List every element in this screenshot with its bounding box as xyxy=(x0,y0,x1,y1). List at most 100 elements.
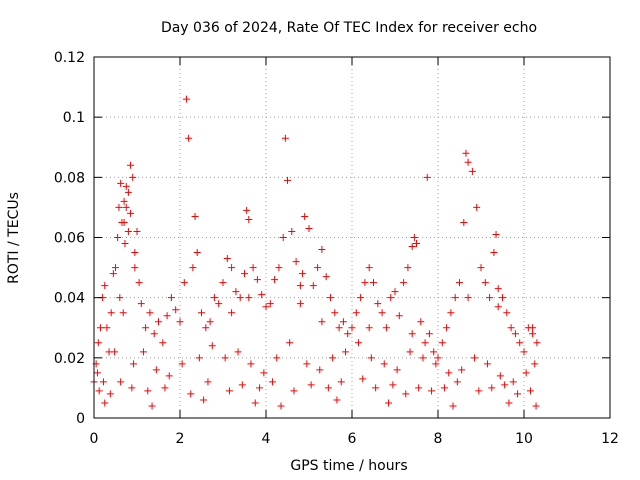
data-point xyxy=(148,402,156,410)
data-point xyxy=(331,309,339,317)
data-point xyxy=(408,243,416,251)
data-point xyxy=(146,309,154,317)
data-point xyxy=(477,264,485,272)
data-point xyxy=(492,230,500,238)
data-point xyxy=(361,279,369,287)
data-point xyxy=(333,396,341,404)
data-point xyxy=(391,288,399,296)
data-point xyxy=(443,324,451,332)
data-point xyxy=(410,234,418,241)
data-point xyxy=(370,279,377,287)
data-point xyxy=(131,249,139,257)
data-point xyxy=(159,339,167,347)
data-point xyxy=(367,354,375,362)
data-point xyxy=(180,279,188,287)
data-point xyxy=(475,387,483,395)
data-point xyxy=(122,182,130,190)
data-point xyxy=(301,212,309,220)
data-point xyxy=(533,339,541,347)
data-point xyxy=(378,309,386,317)
data-point xyxy=(421,339,429,347)
data-point xyxy=(509,378,517,386)
data-point xyxy=(281,134,289,142)
data-point xyxy=(94,339,102,347)
data-point xyxy=(423,173,431,181)
data-point xyxy=(139,348,147,356)
data-point xyxy=(286,339,294,347)
data-point xyxy=(471,354,479,362)
data-point xyxy=(447,309,455,317)
data-point xyxy=(112,264,119,272)
data-point xyxy=(318,246,326,254)
data-point xyxy=(453,378,461,386)
data-point xyxy=(200,396,208,404)
y-tick-label: 0 xyxy=(76,411,85,427)
data-point xyxy=(318,318,326,326)
data-point xyxy=(189,264,197,272)
data-point xyxy=(344,330,352,338)
data-point xyxy=(514,390,522,398)
data-point xyxy=(129,173,137,181)
data-point xyxy=(245,215,253,223)
data-point xyxy=(365,324,373,332)
data-point xyxy=(178,360,186,368)
data-point xyxy=(451,294,459,302)
x-tick-label: 12 xyxy=(601,431,619,447)
data-point xyxy=(172,306,180,314)
data-point xyxy=(271,276,279,284)
data-point xyxy=(490,249,498,257)
data-point xyxy=(176,318,184,326)
data-point xyxy=(316,366,324,374)
data-point xyxy=(155,318,162,326)
x-tick-label: 8 xyxy=(434,431,443,447)
data-point xyxy=(339,318,347,326)
x-axis-label: GPS time / hours xyxy=(290,458,407,474)
data-point xyxy=(99,378,107,386)
data-point xyxy=(111,348,119,356)
data-point xyxy=(327,294,334,302)
data-point xyxy=(262,303,270,311)
data-point xyxy=(133,227,141,235)
data-point xyxy=(247,360,255,368)
data-point xyxy=(221,354,229,362)
data-point xyxy=(96,324,104,332)
data-point xyxy=(415,384,423,392)
data-point xyxy=(532,402,540,410)
data-point xyxy=(127,161,135,169)
data-point xyxy=(116,294,124,302)
data-point xyxy=(273,354,281,362)
data-point xyxy=(182,95,190,103)
data-point xyxy=(496,372,504,380)
data-point xyxy=(101,282,109,290)
y-tick-label: 0.12 xyxy=(54,50,85,66)
x-tick-label: 10 xyxy=(515,431,533,447)
data-point xyxy=(117,378,125,386)
data-point xyxy=(253,276,261,284)
data-point xyxy=(305,224,313,232)
data-point xyxy=(288,227,296,235)
data-point xyxy=(245,294,253,302)
data-point xyxy=(488,384,496,392)
data-point xyxy=(124,227,132,235)
data-point xyxy=(277,402,285,410)
data-point xyxy=(303,360,311,368)
data-point xyxy=(352,309,360,317)
data-point xyxy=(324,384,332,392)
y-tick-label: 0.06 xyxy=(54,231,85,247)
data-point xyxy=(238,381,246,389)
data-point xyxy=(185,134,193,142)
y-tick-label: 0.02 xyxy=(54,351,85,367)
data-point xyxy=(296,300,304,308)
data-point xyxy=(348,324,356,332)
data-point xyxy=(458,366,466,374)
data-point xyxy=(516,339,524,347)
data-point xyxy=(468,167,476,175)
y-axis-label: ROTI / TECUs xyxy=(6,192,22,284)
data-point xyxy=(114,234,122,241)
data-point xyxy=(187,390,195,398)
data-point xyxy=(202,324,210,332)
data-point xyxy=(413,240,420,248)
data-point xyxy=(115,203,123,211)
y-tick-label: 0.08 xyxy=(54,170,85,186)
